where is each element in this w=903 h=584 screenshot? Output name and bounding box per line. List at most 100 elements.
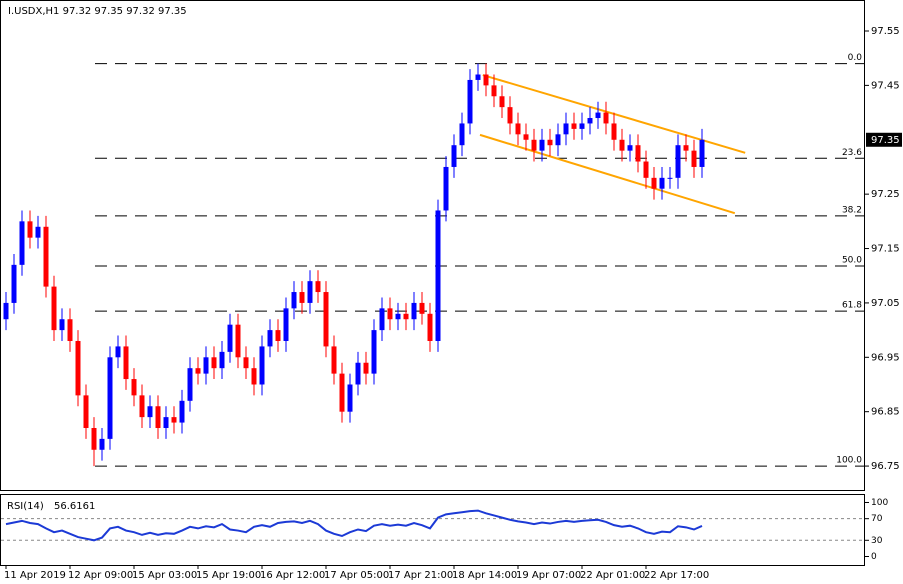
candle-body bbox=[187, 368, 193, 401]
candle-body bbox=[515, 123, 521, 135]
candle-body bbox=[251, 368, 257, 385]
candle-body bbox=[227, 324, 233, 352]
candle-body bbox=[691, 150, 697, 167]
candle-body bbox=[427, 313, 433, 341]
candle-body bbox=[523, 134, 529, 140]
x-tick-label: 22 Apr 17:00 bbox=[644, 570, 709, 581]
y-tick-label: 97.05 bbox=[871, 298, 900, 309]
candle-body bbox=[459, 123, 465, 146]
fib-label: 61.8 bbox=[842, 301, 862, 311]
candle-body bbox=[595, 112, 601, 119]
candle-body bbox=[235, 324, 241, 358]
trendline bbox=[479, 133, 736, 215]
candle-body bbox=[275, 330, 281, 341]
candle-body bbox=[259, 346, 265, 385]
candle-body bbox=[659, 177, 665, 189]
candle-body bbox=[147, 406, 153, 418]
x-tick-label: 12 Apr 09:00 bbox=[68, 570, 133, 581]
candle-body bbox=[363, 362, 369, 374]
candle-body bbox=[571, 123, 577, 129]
y-tick-label: 100 bbox=[871, 498, 888, 508]
candle-body bbox=[27, 221, 33, 238]
candle-body bbox=[531, 139, 537, 151]
candle-body bbox=[131, 379, 137, 396]
fib-label: 0.0 bbox=[848, 53, 863, 63]
candle-body bbox=[315, 281, 321, 293]
candle-body bbox=[155, 406, 161, 429]
y-tick-label: 96.75 bbox=[871, 461, 900, 472]
candle-body bbox=[195, 368, 201, 374]
candle-body bbox=[483, 74, 489, 86]
candle-body bbox=[635, 145, 641, 162]
candle-body bbox=[619, 139, 625, 151]
candle-body bbox=[67, 319, 73, 341]
candle-body bbox=[371, 330, 377, 374]
candle-body bbox=[667, 177, 673, 179]
y-tick-label: 97.25 bbox=[871, 189, 900, 200]
y-tick-label: 70 bbox=[871, 514, 883, 524]
candle-body bbox=[331, 346, 337, 374]
candle-body bbox=[499, 96, 505, 108]
chart-title: I.USDX,H1 97.32 97.35 97.32 97.35 bbox=[8, 6, 187, 17]
y-tick-label: 97.45 bbox=[871, 80, 900, 91]
x-tick-label: 17 Apr 05:00 bbox=[324, 570, 389, 581]
candle-body bbox=[507, 107, 513, 124]
candle-body bbox=[99, 438, 105, 450]
x-tick-label: 22 Apr 01:00 bbox=[580, 570, 645, 581]
current-price: 97.35 bbox=[871, 135, 900, 146]
candle-body bbox=[59, 319, 65, 331]
rsi-current: 56.6161 bbox=[54, 501, 95, 512]
candle-body bbox=[123, 346, 129, 380]
candle-body bbox=[243, 357, 249, 369]
candle-body bbox=[267, 330, 273, 347]
candle-body bbox=[411, 302, 417, 320]
candle-body bbox=[539, 139, 545, 151]
candle-body bbox=[563, 123, 569, 135]
candle-body bbox=[283, 308, 289, 341]
candle-body bbox=[435, 210, 441, 341]
candle-body bbox=[35, 226, 41, 238]
fib-label: 23.6 bbox=[842, 148, 862, 158]
candle-body bbox=[395, 313, 401, 320]
candle-body bbox=[307, 281, 313, 303]
y-tick-label: 30 bbox=[871, 536, 883, 546]
candle-body bbox=[403, 313, 409, 320]
candle-body bbox=[219, 351, 225, 369]
candle-body bbox=[643, 161, 649, 178]
candle-body bbox=[699, 139, 705, 167]
candle-body bbox=[323, 292, 329, 347]
candle-body bbox=[683, 145, 689, 151]
candle-body bbox=[139, 395, 145, 418]
candle-body bbox=[107, 357, 113, 439]
fib-label: 50.0 bbox=[842, 255, 862, 265]
candle-body bbox=[171, 417, 177, 423]
current-price-box bbox=[866, 132, 902, 147]
candle-body bbox=[19, 221, 25, 265]
candle-body bbox=[443, 166, 449, 211]
candle-body bbox=[467, 79, 473, 124]
candle-body bbox=[627, 145, 633, 151]
candle-body bbox=[387, 308, 393, 320]
x-tick-label: 19 Apr 07:00 bbox=[516, 570, 581, 581]
candle-body bbox=[75, 340, 81, 396]
candle-body bbox=[91, 428, 97, 450]
y-tick-label: 96.95 bbox=[871, 352, 900, 363]
rsi-line bbox=[5, 509, 703, 542]
candle-body bbox=[419, 302, 425, 314]
candle-body bbox=[83, 395, 89, 429]
candle-body bbox=[603, 112, 609, 124]
candle-body bbox=[675, 145, 681, 178]
candle-body bbox=[11, 264, 17, 303]
price-frame bbox=[0, 0, 865, 491]
fib-label: 38.2 bbox=[842, 205, 862, 215]
candle-body bbox=[3, 302, 9, 320]
candle-body bbox=[179, 400, 185, 423]
x-tick-label: 15 Apr 19:00 bbox=[196, 570, 261, 581]
candle-body bbox=[163, 417, 169, 429]
x-tick-label: 11 Apr 2019 bbox=[4, 570, 66, 581]
candle-body bbox=[115, 346, 121, 358]
candle-body bbox=[355, 362, 361, 385]
candle-body bbox=[547, 139, 553, 146]
candle-body bbox=[579, 123, 585, 129]
